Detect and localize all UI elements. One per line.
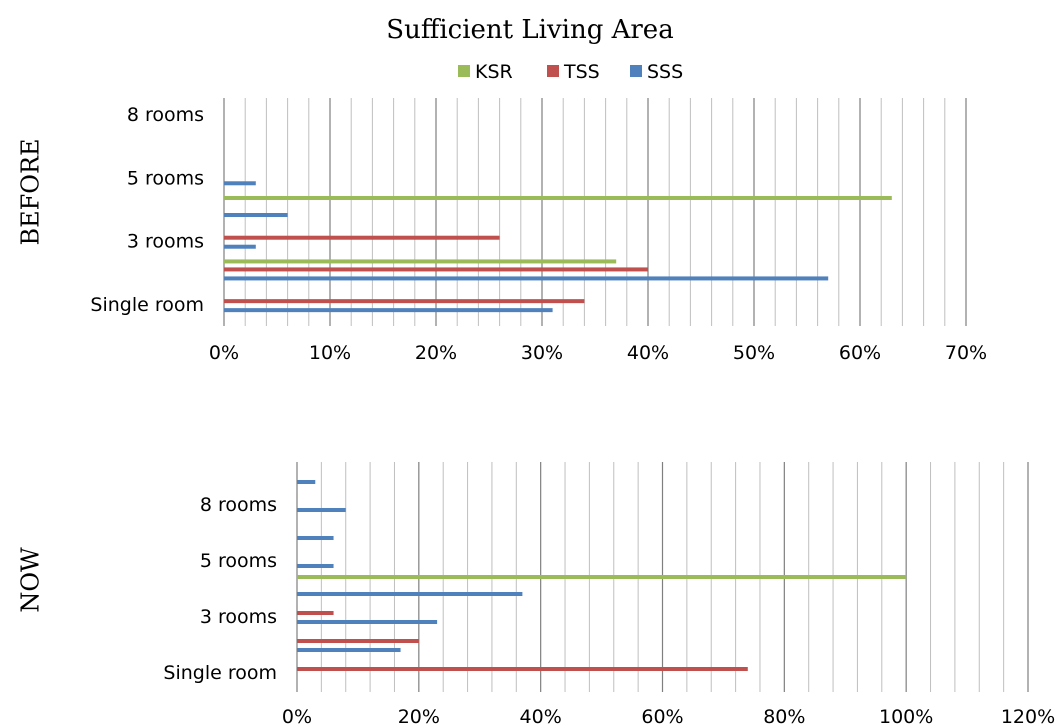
panel-now: 0% 20% 40% 60% 80% 100% 120% Single room 3 rooms… [16,462,1055,726]
bar-sss [297,648,401,652]
bar-sss [297,508,346,512]
x-tick-label: 80% [763,706,805,726]
x-tick-label: 60% [839,342,881,364]
category-label: 5 rooms [127,167,204,189]
legend-swatch-ksr [458,65,470,77]
legend-swatch-tss [547,65,559,77]
category-label: 8 rooms [127,104,204,126]
x-tick-label: 70% [945,342,987,364]
x-tick-label: 60% [641,706,683,726]
legend-label-ksr: KSR [475,61,513,83]
bar-ksr [297,575,907,579]
bar-sss [297,620,438,624]
x-tick-label: 100% [879,706,933,726]
category-label: Single room [163,662,277,684]
panel-label: BEFORE [16,138,44,245]
bar-ksr [224,196,892,200]
bar-tss [297,611,334,615]
bar-tss [224,299,585,304]
x-tick-label: 0% [209,342,239,364]
panel-before: 0% 10% 20% 30% 40% 50% 60% 70% Single room 3 room… [16,98,987,364]
bar-tss [224,267,648,272]
bar-sss [297,592,523,596]
legend: KSR TSS SSS [458,61,683,83]
category-label: Single room [90,294,204,316]
legend-label-sss: SSS [647,61,683,83]
bar-sss [224,276,829,281]
bar-tss [224,235,500,240]
category-label: 3 rooms [127,231,204,253]
category-label: 5 rooms [200,550,277,572]
legend-swatch-sss [630,65,642,77]
panel-label: NOW [16,547,44,613]
chart-title: Sufficient Living Area [386,15,673,45]
x-tick-label: 40% [627,342,669,364]
x-tick-label: 40% [520,706,562,726]
category-label: 3 rooms [200,606,277,628]
x-tick-label: 30% [521,342,563,364]
bar-ksr [224,259,617,264]
bar-sss [224,181,256,186]
bar-tss [297,667,748,671]
bar-sss [224,308,553,313]
legend-label-tss: TSS [563,61,600,83]
bar-sss [224,213,288,217]
x-tick-label: 0% [282,706,312,726]
bar-sss [224,244,256,249]
x-tick-label: 10% [309,342,351,364]
x-tick-label: 20% [398,706,440,726]
category-label: 8 rooms [200,494,277,516]
bar-sss [297,564,334,568]
bar-tss [297,639,419,643]
x-tick-label: 120% [1001,706,1055,726]
bar-sss [297,480,316,484]
x-tick-label: 50% [733,342,775,364]
x-tick-label: 20% [415,342,457,364]
bar-sss [297,536,334,540]
